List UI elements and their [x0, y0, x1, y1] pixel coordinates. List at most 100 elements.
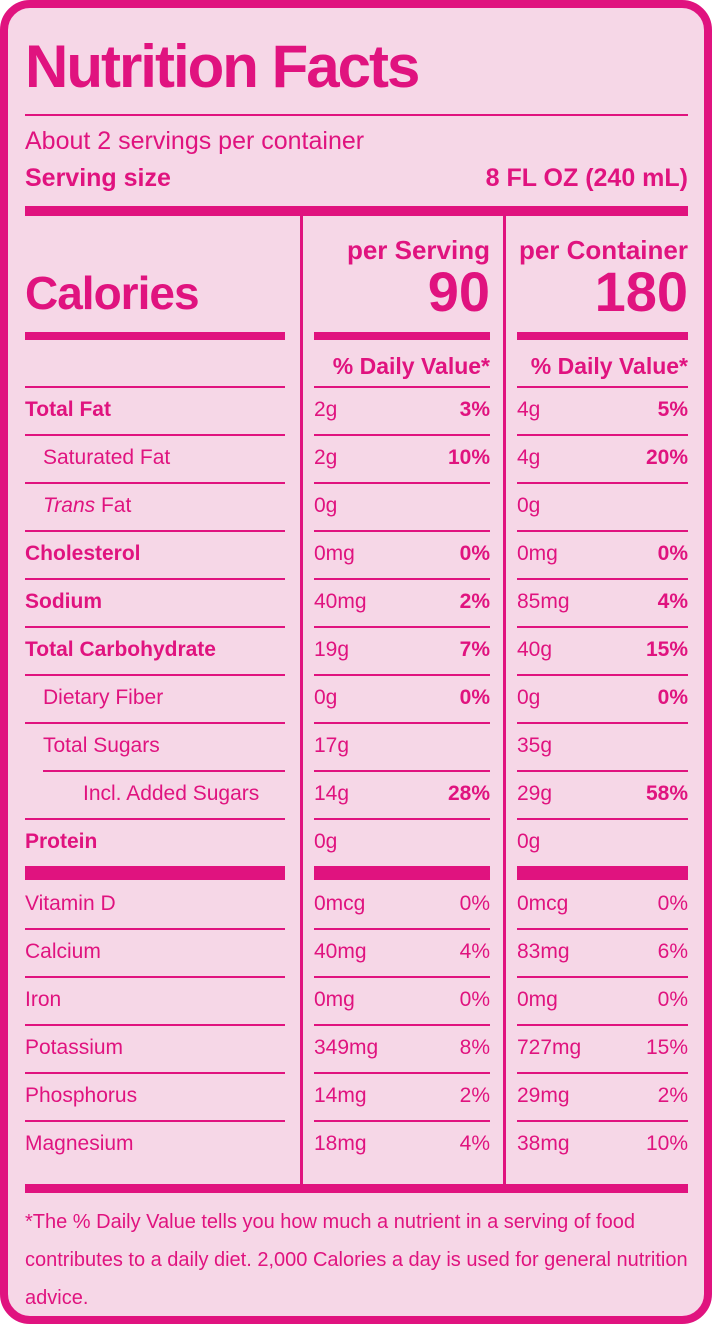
nutrient-amount: 17g [314, 734, 350, 757]
servings-per-container: About 2 servings per container [25, 127, 365, 155]
nutrient-value-cell: 0mg 0% [300, 976, 503, 1024]
nutrient-value-cell: 349mg 8% [300, 1024, 503, 1072]
nutrient-daily-value: 2% [459, 1084, 490, 1107]
nutrient-amount: 727mg [517, 1036, 582, 1059]
header-divider [25, 114, 688, 116]
section-bar [25, 866, 285, 880]
nutrient-row-label: Vitamin D [8, 880, 300, 928]
nutrient-daily-value: 7% [459, 638, 490, 661]
section-bar [517, 866, 688, 880]
nutrient-amount: 14mg [314, 1084, 367, 1107]
section-bar-bottom [25, 1184, 688, 1193]
nutrient-row-label: Iron [8, 976, 300, 1024]
nutrient-amount: 29g [517, 782, 553, 805]
nutrient-value-cell: 4g 5% [503, 386, 704, 434]
nutrient-daily-value: 15% [645, 1036, 688, 1059]
nutrient-daily-value: 10% [645, 1132, 688, 1155]
nutrient-daily-value: 2% [657, 1084, 688, 1107]
nutrient-value-cell: 18mg 4% [300, 1120, 503, 1168]
nutrient-amount: 0mg [517, 988, 558, 1011]
nutrient-daily-value: 0% [657, 892, 688, 915]
nutrient-amount: 4g [517, 446, 541, 469]
nutrient-amount: 0mcg [517, 892, 569, 915]
nutrient-amount: 0mg [517, 542, 558, 565]
spacer [25, 354, 285, 378]
nutrient-value-cell: 35g [503, 722, 704, 770]
nutrient-row-label: Trans Fat [8, 482, 300, 530]
nutrient-amount: 0mcg [314, 892, 366, 915]
nutrient-row-label: Total Fat [8, 386, 300, 434]
nutrient-value-cell: 0mcg 0% [503, 880, 704, 928]
section-bar-row [503, 866, 704, 880]
daily-value-header-container: % Daily Value* [530, 353, 688, 379]
spacer [25, 236, 285, 264]
nutrient-amount: 0g [517, 686, 541, 709]
nutrient-amount: 4g [517, 398, 541, 421]
nutrient-daily-value: 4% [459, 940, 490, 963]
nutrient-daily-value: 0% [657, 988, 688, 1011]
nutrient-value-cell: 0g [300, 482, 503, 530]
nutrient-name: Total Carbohydrate [25, 638, 216, 661]
nutrient-daily-value: 0% [459, 686, 490, 709]
nutrient-row-label: Calcium [8, 928, 300, 976]
nutrient-value-cell: 0g 0% [300, 674, 503, 722]
nutrient-row-label: Saturated Fat [8, 434, 300, 482]
nutrient-value-cell: 0mg 0% [503, 976, 704, 1024]
nutrient-amount: 35g [517, 734, 553, 757]
nutrient-daily-value: 20% [645, 446, 688, 469]
nutrient-amount: 40mg [314, 590, 367, 613]
section-bar-row [300, 866, 503, 880]
column-divider [503, 216, 506, 1184]
nutrient-name: Incl. Added Sugars [83, 782, 260, 805]
nutrient-value-cell: 85mg 4% [503, 578, 704, 626]
nutrient-name: Dietary Fiber [43, 686, 164, 709]
nutrient-name: Magnesium [25, 1132, 134, 1155]
nutrient-daily-value: 4% [459, 1132, 490, 1155]
nutrient-daily-value: 8% [459, 1036, 490, 1059]
nutrient-value-cell: 0mg 0% [300, 530, 503, 578]
nutrient-value-cell: 0mcg 0% [300, 880, 503, 928]
nutrient-amount: 29mg [517, 1084, 570, 1107]
nutrient-daily-value: 6% [657, 940, 688, 963]
nutrient-name: Vitamin D [25, 892, 116, 915]
nutrient-value-cell: 40mg 4% [300, 928, 503, 976]
nutrient-value-cell: 0mg 0% [503, 530, 704, 578]
nutrient-name: Protein [25, 830, 98, 853]
nutrient-amount: 0g [314, 686, 338, 709]
section-bar-row [8, 866, 300, 880]
nutrient-value-cell: 17g [300, 722, 503, 770]
calories-underbar [25, 332, 285, 340]
calories-underbar [517, 332, 688, 340]
nutrient-amount: 14g [314, 782, 350, 805]
nutrient-amount: 83mg [517, 940, 570, 963]
nutrient-daily-value: 0% [459, 988, 490, 1011]
section-bar-top [25, 206, 688, 216]
serving-size-label: Serving size [25, 164, 171, 192]
calories-per-serving-value: 90 [427, 260, 490, 323]
footnote: *The % Daily Value tells you how much a … [25, 1211, 688, 1309]
nutrient-amount: 2g [314, 398, 338, 421]
label-title: Nutrition Facts [25, 33, 420, 100]
nutrient-daily-value: 0% [657, 686, 688, 709]
nutrient-amount: 40g [517, 638, 553, 661]
nutrient-name: Potassium [25, 1036, 124, 1059]
nutrient-amount: 18mg [314, 1132, 367, 1155]
nutrient-name: Total Fat [25, 398, 111, 421]
nutrient-amount: 40mg [314, 940, 367, 963]
nutrient-value-cell: 29g 58% [503, 770, 704, 818]
nutrient-daily-value: 0% [459, 892, 490, 915]
column-divider [300, 216, 303, 1184]
nutrient-name: Cholesterol [25, 542, 141, 565]
nutrient-row-label: Total Sugars [8, 722, 300, 770]
nutrient-row-label: Cholesterol [8, 530, 300, 578]
nutrient-table: Calories Total Fat Saturated Fat Trans Fat… [8, 216, 704, 1184]
nutrient-daily-value: 15% [645, 638, 688, 661]
nutrient-name: Calcium [25, 940, 101, 963]
per-container-column: per Container 180 % Daily Value* 4g 5% 4g 2… [503, 216, 704, 1168]
nutrient-row-label: Potassium [8, 1024, 300, 1072]
nutrient-value-cell: 40g 15% [503, 626, 704, 674]
nutrient-amount: 0mg [314, 542, 355, 565]
nutrient-value-cell: 727mg 15% [503, 1024, 704, 1072]
nutrient-value-cell: 14mg 2% [300, 1072, 503, 1120]
